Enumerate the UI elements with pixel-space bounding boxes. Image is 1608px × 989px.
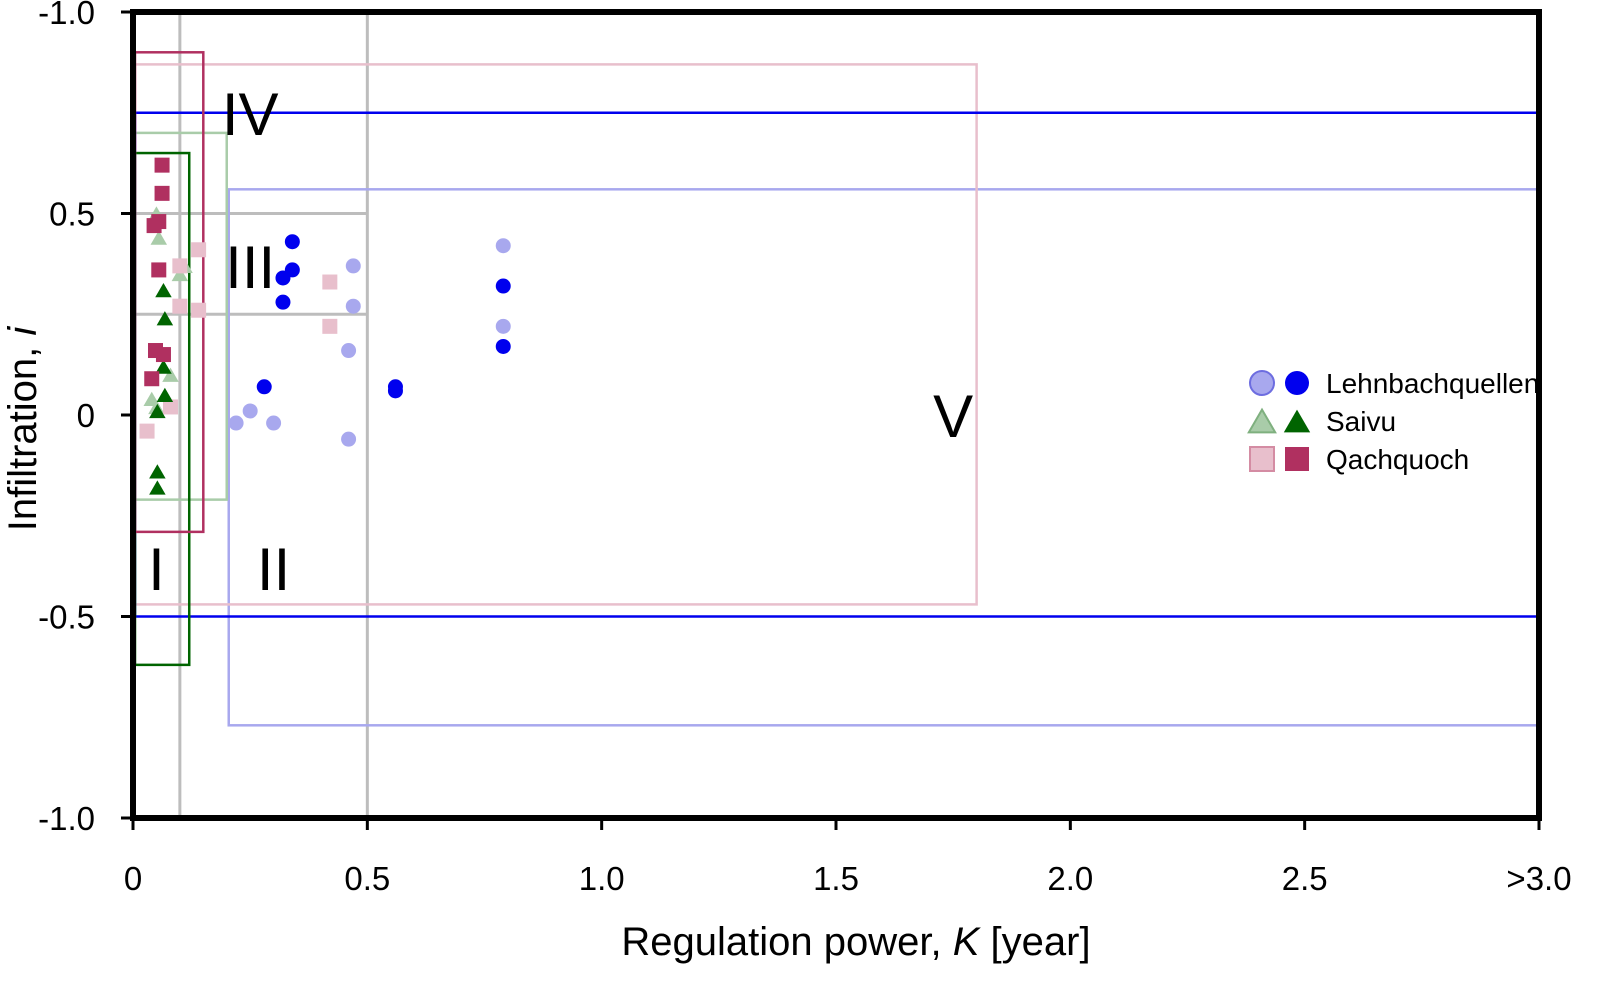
x-axis-title: Regulation power, K [year]	[621, 920, 1090, 964]
saivu-point-dark	[149, 464, 166, 479]
y-tick-label: -0.5	[38, 599, 95, 636]
qachquoch-point-light	[172, 258, 188, 274]
saivu-point-dark	[155, 359, 172, 374]
lehnbachquellen-point-light	[341, 431, 357, 447]
legend-item-lehnbachquellen: Lehnbachquellen	[1249, 368, 1539, 399]
lehnbachquellen-point-light	[345, 258, 361, 274]
region-label-ii: II	[257, 536, 290, 603]
y-axis-title: Infiltration, i	[1, 326, 45, 532]
qachquoch-point-dark	[151, 262, 167, 278]
lehnbachquellen-point-light	[266, 415, 282, 431]
legend: Lehnbachquellen Saivu Qachquoch	[1247, 368, 1539, 475]
legend-label: Lehnbachquellen	[1326, 368, 1539, 399]
y-tick-label: 0	[77, 397, 95, 434]
lehnbachquellen-point-light	[242, 403, 258, 419]
saivu-point-light	[162, 367, 179, 382]
legend-label: Saivu	[1326, 406, 1396, 437]
lehnbachquellen-point-dark	[284, 262, 300, 278]
saivu-point-dark	[156, 311, 174, 326]
x-tick-label: 0	[124, 860, 142, 897]
qachquoch-point-dark	[154, 157, 170, 173]
region-label-i: I	[148, 536, 165, 603]
qachquoch-point-light	[322, 274, 338, 290]
qachquoch-point-light	[322, 318, 338, 334]
lehnbachquellen-legend-marker-light	[1249, 370, 1275, 396]
saivu-legend-marker-light	[1247, 407, 1277, 434]
qachquoch-point-light	[191, 302, 207, 318]
qachquoch-point-light	[172, 298, 188, 314]
x-tick-label: 2.0	[1047, 860, 1093, 897]
saivu-point-dark	[155, 282, 172, 298]
qachquoch-point-dark	[154, 185, 170, 201]
lehnbachquellen-point-dark	[284, 234, 300, 250]
qachquoch-point-dark	[146, 218, 162, 234]
lehnbachquellen-point-light	[341, 343, 357, 359]
lehnbachquellen-point-light	[495, 238, 511, 254]
lehnbachquellen-point-light	[495, 318, 511, 334]
saivu-point-dark	[149, 480, 166, 495]
qachquoch-point-dark	[155, 347, 171, 363]
saivu-point-dark	[156, 387, 174, 402]
qachquoch-legend-marker-light	[1249, 446, 1275, 472]
qachquoch-point-light	[191, 242, 207, 258]
qachquoch-point-light	[139, 423, 155, 439]
lehnbachquellen-point-dark	[275, 294, 291, 310]
legend-item-saivu: Saivu	[1247, 406, 1396, 437]
saivu-point-light	[150, 230, 168, 245]
y-tick-label: -1.0	[38, 0, 95, 31]
x-tick-label: 1.0	[579, 860, 625, 897]
qachquoch-legend-marker-dark	[1285, 447, 1309, 471]
lehnbachquellen-point-light	[345, 298, 361, 314]
data-points	[139, 157, 511, 495]
lehnbachquellen-point-dark	[387, 383, 403, 399]
x-tick-label: 0.5	[344, 860, 390, 897]
y-tick-label: -1.0	[38, 800, 95, 837]
saivu-point-dark	[149, 403, 166, 419]
y-axis-ticks: -1.0 -0.5 0 0.5 -1.0	[38, 0, 133, 837]
y-tick-label: 0.5	[49, 196, 95, 233]
region-label-iii: III	[225, 234, 275, 301]
region-label-iv: IV	[222, 81, 279, 148]
qachquoch-range-box-dark	[133, 51, 205, 534]
x-tick-label: 1.5	[813, 860, 859, 897]
qachquoch-point-light	[162, 399, 178, 415]
saivu-point-light	[171, 266, 189, 282]
lehnbachquellen-point-dark	[256, 379, 272, 395]
x-axis-ticks: 0 0.5 1.0 1.5 2.0 2.5 >3.0	[124, 818, 1572, 897]
legend-label: Qachquoch	[1326, 444, 1469, 475]
lehnbachquellen-point-dark	[495, 338, 511, 354]
legend-item-qachquoch: Qachquoch	[1249, 444, 1469, 475]
lehnbachquellen-point-dark	[495, 278, 511, 294]
lehnbachquellen-legend-marker-dark	[1285, 371, 1309, 395]
saivu-legend-marker-dark	[1283, 409, 1311, 433]
region-label-v: V	[933, 383, 973, 450]
qachquoch-point-dark	[144, 371, 160, 387]
reference-lines	[133, 12, 369, 818]
x-tick-label: >3.0	[1506, 860, 1571, 897]
lehnbachquellen-point-light	[228, 415, 244, 431]
x-tick-label: 2.5	[1282, 860, 1328, 897]
